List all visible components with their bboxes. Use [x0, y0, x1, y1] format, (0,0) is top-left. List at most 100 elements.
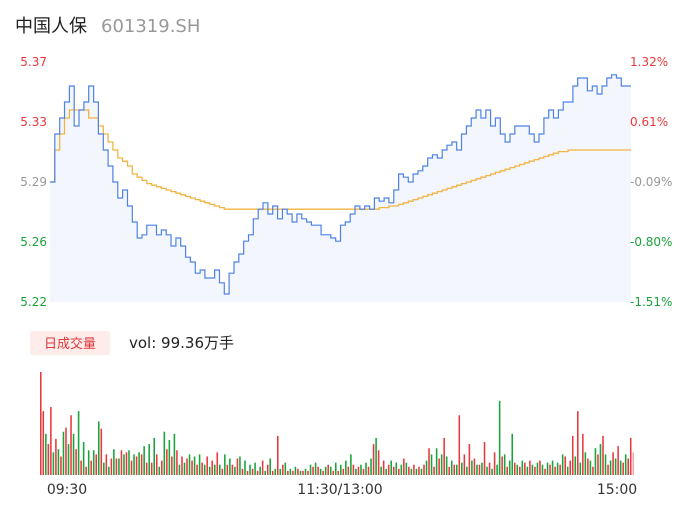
volume-bar: [566, 466, 569, 475]
volume-bar: [191, 460, 193, 475]
volume-badge[interactable]: [30, 331, 110, 355]
volume-bar: [143, 446, 145, 475]
volume-bar: [544, 468, 546, 475]
volume-bar: [289, 468, 292, 475]
y-tick-label-right: -0.80%: [630, 235, 672, 249]
volume-bar: [57, 449, 60, 475]
volume-bar: [632, 452, 635, 475]
volume-bar: [415, 468, 418, 475]
volume-bar: [461, 462, 463, 475]
volume-bar: [166, 449, 168, 475]
volume-bar: [375, 437, 377, 475]
volume-bar: [284, 462, 287, 475]
volume-bar: [181, 456, 183, 475]
right-percent-axis: 1.32% 0.61% -0.09% -0.80% -1.51%: [630, 55, 672, 309]
volume-bar: [400, 464, 403, 475]
volume-bar: [614, 458, 617, 475]
volume-bar: [287, 470, 289, 475]
volume-bar: [556, 462, 559, 475]
y-tick-label-right: -1.51%: [630, 295, 672, 309]
volume-bar: [370, 458, 372, 475]
volume-bar: [138, 452, 140, 475]
volume-bar: [541, 464, 544, 475]
volume-bar: [405, 462, 408, 475]
volume-bar: [486, 466, 488, 475]
volume-bar: [398, 468, 400, 475]
volume-bar: [448, 466, 450, 475]
volume-bar: [340, 464, 342, 475]
volume-bar: [456, 464, 458, 475]
volume-bar: [276, 435, 279, 475]
x-tick-label: 09:30: [47, 482, 87, 498]
volume-bar: [471, 460, 473, 475]
volume-bar: [408, 466, 410, 475]
volume-bar: [246, 470, 249, 475]
volume-bar: [256, 470, 259, 475]
volume-bar: [624, 454, 627, 475]
volume-bar: [188, 454, 191, 475]
volume-bar: [332, 470, 335, 475]
left-price-axis: 5.37 5.33 5.29 5.26 5.22: [20, 55, 47, 309]
volume-bar: [282, 464, 284, 475]
volume-bar: [299, 470, 302, 475]
volume-bar: [390, 460, 392, 475]
volume-bar: [322, 470, 324, 475]
volume-bar: [236, 458, 239, 475]
volume-bar: [377, 450, 380, 475]
volume-bar: [274, 468, 277, 475]
volume-bar: [67, 444, 70, 475]
volume-bar: [549, 464, 551, 475]
volume-bar: [602, 435, 604, 475]
volume-bar: [491, 468, 493, 475]
volume-bar: [367, 466, 370, 475]
volume-bar: [312, 466, 314, 475]
volume-bar: [72, 433, 75, 475]
volume-bar: [453, 464, 456, 475]
volume-bar: [254, 462, 256, 475]
volume-bar: [40, 372, 42, 475]
volume-bar: [95, 454, 98, 475]
volume-bar: [506, 466, 508, 475]
volume-bar: [229, 458, 231, 475]
volume-bar: [597, 454, 599, 475]
volume-bar: [380, 466, 382, 475]
volume-bar: [231, 464, 234, 475]
volume-bar: [493, 452, 496, 475]
volume-bar: [47, 444, 50, 475]
volume-bar: [239, 456, 241, 475]
volume-bar: [269, 458, 271, 475]
volume-bar: [481, 462, 483, 475]
x-tick-label: 15:00: [597, 482, 637, 498]
volume-bar: [45, 433, 47, 475]
volume-bar: [423, 464, 425, 475]
volume-bar: [201, 462, 203, 475]
volume-bar: [443, 437, 445, 475]
volume-bar: [554, 466, 556, 475]
volume-bar: [145, 462, 148, 475]
volume-bar: [150, 462, 153, 475]
volume-bar: [430, 454, 433, 475]
volume-bar: [476, 464, 478, 475]
volume-bar: [357, 466, 360, 475]
volume-bar: [546, 462, 549, 475]
volume-bar: [629, 437, 632, 475]
volume-bar: [501, 456, 503, 475]
volume-bar: [438, 458, 440, 475]
volume-bar: [410, 468, 413, 475]
price-line: [50, 74, 631, 295]
volume-bar: [329, 466, 332, 475]
volume-bar: [75, 449, 77, 475]
volume-bar: [297, 468, 299, 475]
volume-bar: [483, 442, 486, 475]
y-tick-label-left: 5.26: [20, 235, 47, 249]
volume-bar: [241, 468, 244, 475]
volume-bar: [382, 460, 385, 475]
volume-bar: [140, 454, 143, 475]
volume-bar: [168, 439, 171, 475]
volume-bar: [135, 456, 138, 475]
volume-bar: [125, 452, 128, 475]
volume-bar: [478, 464, 481, 475]
volume-bar: [619, 460, 622, 475]
y-tick-label-left: 5.29: [20, 175, 47, 189]
volume-bar: [173, 433, 176, 475]
